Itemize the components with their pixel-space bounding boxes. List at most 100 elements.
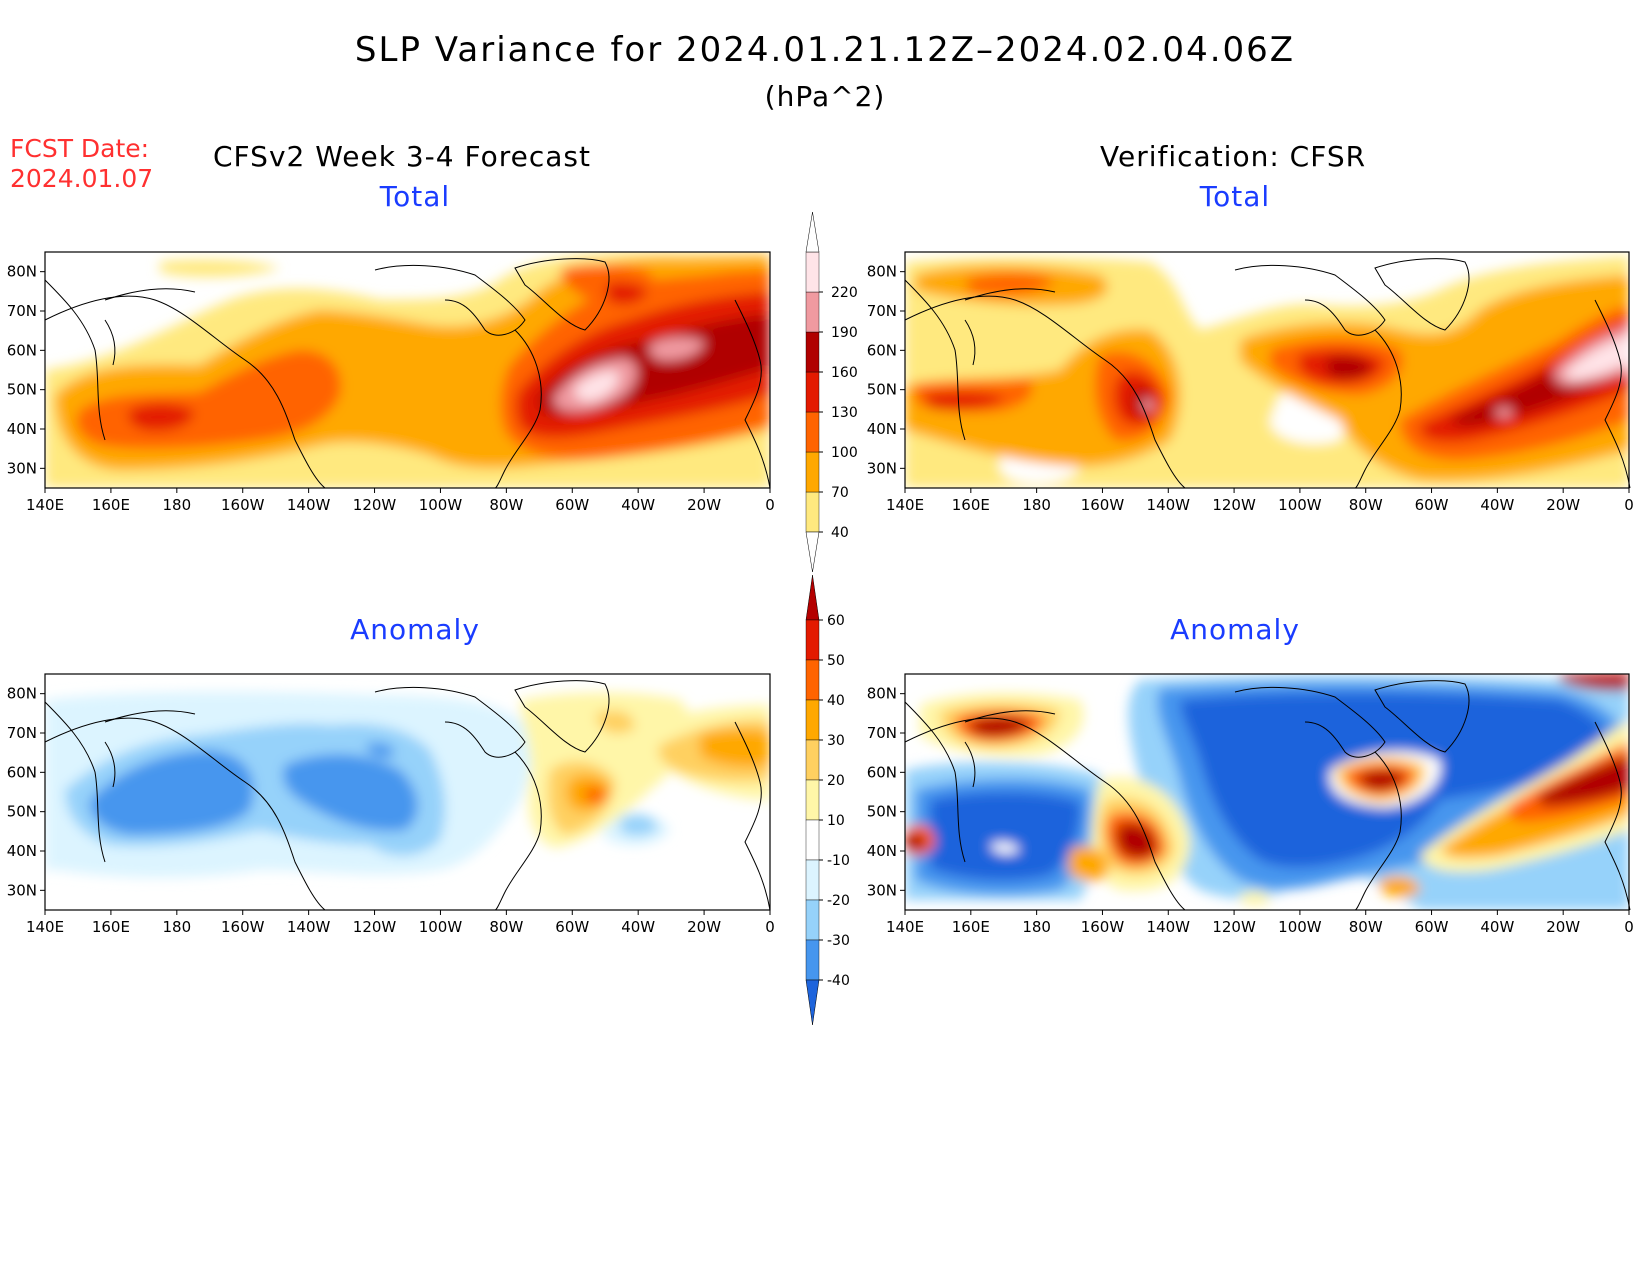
- coastline: [1234, 686, 1386, 758]
- colorbar-label: 190: [831, 325, 858, 341]
- panel-title-forecast-total: Total: [379, 180, 451, 213]
- forecast-date-label: FCST Date:: [10, 134, 150, 163]
- lon-tick-label: 20W: [687, 918, 721, 936]
- coastline: [1374, 258, 1470, 331]
- forecast-total-axes: 80N 70N 60N 50N 40N 30N 140E 160E 180 160W 140W 120…: [7, 251, 775, 514]
- lon-tick-label: 140W: [1147, 496, 1191, 514]
- lon-tick-label: 100W: [419, 918, 463, 936]
- coastline-group: [904, 258, 1631, 489]
- coastline: [904, 295, 1186, 489]
- coastline: [374, 264, 526, 336]
- colorbar-swatch: [805, 659, 820, 701]
- lon-tick-label: 160E: [92, 918, 130, 936]
- anomaly-colorbar: 60 50 40 30 20 10 -10 -20 -30 -40: [805, 574, 850, 1026]
- coastline: [374, 686, 526, 758]
- lat-tick-label: 70N: [7, 302, 37, 320]
- coastline: [1234, 264, 1386, 336]
- colorbar-label: 40: [831, 525, 849, 541]
- lon-tick-label: 80W: [489, 496, 523, 514]
- coastline: [104, 319, 116, 366]
- verification-total-frame: [904, 251, 1630, 489]
- lon-tick-label: 160W: [221, 496, 265, 514]
- lat-tick-label: 60N: [867, 763, 897, 781]
- coastline: [104, 288, 196, 301]
- lon-tick-label: 140W: [1147, 918, 1191, 936]
- lon-tick-label: 100W: [1278, 918, 1322, 936]
- lon-tick-label: 180: [162, 918, 191, 936]
- total-colorbar: 40 70 100 130 160 190 220: [805, 211, 858, 573]
- colorbar-label: 30: [827, 733, 845, 749]
- lon-tick-label: 60W: [555, 496, 589, 514]
- lat-tick-label: 60N: [867, 341, 897, 359]
- coastline: [104, 710, 196, 723]
- colorbar-label: 40: [827, 693, 845, 709]
- coastline: [1354, 329, 1402, 489]
- coastline: [494, 329, 542, 489]
- lon-tick-label: 140E: [26, 918, 64, 936]
- colorbar-swatch: [805, 899, 820, 941]
- lon-tick-label: 160W: [1081, 918, 1125, 936]
- lon-tick-label: 140E: [26, 496, 64, 514]
- lat-tick-label: 40N: [867, 420, 897, 438]
- colorbar-swatch: [805, 939, 820, 981]
- lat-tick-label: 30N: [7, 881, 37, 899]
- forecast-date: FCST Date: 2024.01.07: [10, 134, 153, 194]
- forecast-total-frame: [44, 251, 771, 489]
- colorbar-label: 130: [831, 405, 858, 421]
- lon-tick-label: 0: [765, 918, 775, 936]
- lat-tick-label: 50N: [7, 803, 37, 821]
- coastline: [44, 717, 326, 911]
- verification-anomaly-field: [905, 674, 1629, 910]
- lon-tick-label: 120W: [1212, 496, 1256, 514]
- lon-tick-label: 140E: [886, 918, 924, 936]
- coastline: [44, 279, 106, 441]
- lon-tick-label: 40W: [621, 496, 655, 514]
- panel-title-verification-anomaly: Anomaly: [1170, 613, 1300, 646]
- colorbar-swatch: [805, 819, 820, 861]
- lon-tick-label: 20W: [1546, 496, 1580, 514]
- lat-tick-label: 30N: [867, 881, 897, 899]
- colorbar-bottom-arrow: [805, 979, 820, 1026]
- coastline: [904, 717, 1186, 911]
- colorbar-label: -40: [827, 973, 850, 989]
- colorbar-top-arrow: [805, 211, 820, 253]
- coastline: [964, 288, 1056, 301]
- chart-title: SLP Variance for 2024.01.21.12Z–2024.02.…: [354, 30, 1296, 70]
- lon-tick-label: 160W: [1081, 496, 1125, 514]
- lon-tick-label: 40W: [1480, 918, 1514, 936]
- lat-tick-label: 30N: [7, 459, 37, 477]
- coastline: [904, 701, 966, 863]
- lat-tick-label: 50N: [867, 803, 897, 821]
- lat-tick-label: 60N: [7, 763, 37, 781]
- coastline: [1374, 680, 1470, 753]
- lon-tick-label: 100W: [419, 496, 463, 514]
- lon-tick-label: 120W: [353, 918, 397, 936]
- colorbar-label: 100: [831, 445, 858, 461]
- lat-tick-label: 40N: [867, 842, 897, 860]
- lon-tick-label: 80W: [489, 918, 523, 936]
- lon-tick-label: 160E: [92, 496, 130, 514]
- verification-total-axes: 80N 70N 60N 50N 40N 30N 140E 160E 180 160W 140W 120…: [867, 251, 1634, 514]
- coastline-group: [44, 258, 771, 489]
- coastline: [734, 721, 771, 911]
- lon-tick-label: 140W: [287, 496, 331, 514]
- lat-tick-label: 60N: [7, 341, 37, 359]
- colorbar-swatch: [805, 291, 820, 333]
- coastline: [1594, 299, 1631, 489]
- forecast-anomaly-axes: 80N 70N 60N 50N 40N 30N 140E 160E 180 160W 140W 120…: [7, 673, 775, 936]
- coastline: [44, 701, 106, 863]
- lon-tick-label: 0: [1624, 496, 1634, 514]
- coastline: [904, 279, 966, 441]
- colorbar-swatch: [805, 251, 820, 293]
- lon-tick-label: 0: [765, 496, 775, 514]
- forecast-anomaly-frame: [44, 673, 771, 911]
- lon-tick-label: 160E: [952, 918, 990, 936]
- coastline: [514, 680, 610, 753]
- colorbar-label: 50: [827, 653, 845, 669]
- lon-tick-label: 180: [1022, 496, 1051, 514]
- coastline: [494, 751, 542, 911]
- coastline: [104, 741, 116, 788]
- coastlines: [44, 258, 1631, 911]
- colorbar-top-arrow: [805, 574, 820, 621]
